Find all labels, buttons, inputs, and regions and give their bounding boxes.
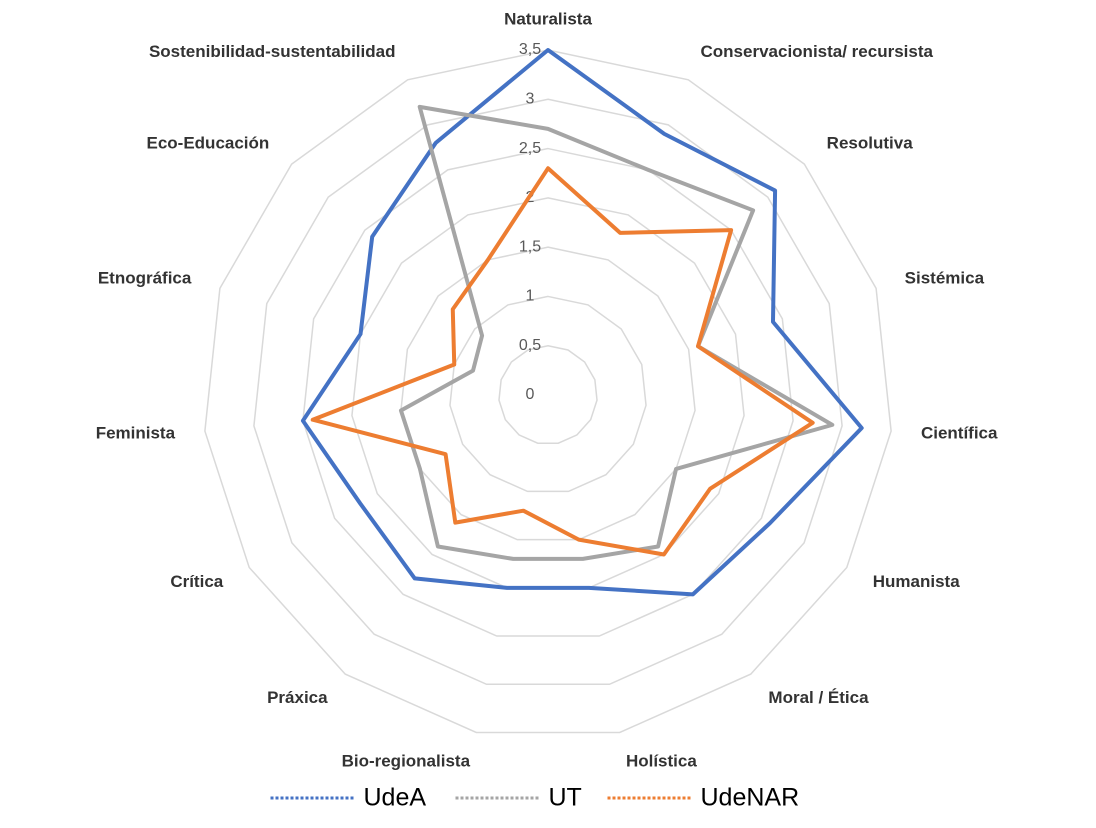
grid-ring — [449, 295, 647, 493]
category-label: Crítica — [170, 572, 223, 591]
grid-ring — [351, 197, 745, 589]
category-label: Sistémica — [905, 269, 985, 288]
grid-ring — [253, 98, 843, 686]
tick-label: 0,5 — [519, 337, 541, 354]
grid-ring — [302, 147, 794, 637]
category-label: Feminista — [96, 424, 176, 443]
category-label: Resolutiva — [827, 134, 914, 153]
category-label: Científica — [921, 424, 998, 443]
radial-tick-labels: 00,511,522,533,5 — [519, 41, 541, 403]
category-label: Holística — [626, 751, 697, 770]
category-label: Etnográfica — [98, 269, 192, 288]
series-line-ut — [398, 104, 835, 561]
category-label: Naturalista — [504, 9, 592, 28]
grid-ring — [400, 246, 696, 541]
tick-label: 2,5 — [519, 140, 541, 157]
tick-label: 1,5 — [519, 238, 541, 255]
tick-label: 3,5 — [519, 41, 541, 58]
legend: UdeA UT UdeNAR — [270, 784, 800, 812]
category-label: Humanista — [873, 572, 960, 591]
category-label: Moral / Ética — [768, 688, 869, 707]
grid-ring — [204, 49, 892, 734]
category-label: Conservacionista/ recursista — [701, 42, 934, 61]
radar-grid — [204, 49, 892, 734]
legend-label-ut: UT — [549, 784, 582, 812]
tick-label: 1 — [526, 288, 535, 305]
category-label: Práxica — [267, 688, 328, 707]
grid-ring — [498, 344, 598, 444]
legend-label-udea: UdeA — [364, 784, 427, 812]
tick-label: 3 — [526, 91, 535, 108]
series-lines — [300, 48, 864, 597]
category-label: Eco-Educación — [147, 134, 270, 153]
tick-label: 0 — [526, 386, 535, 403]
series-line-udea — [300, 48, 864, 597]
legend-label-udenar: UdeNAR — [701, 784, 800, 812]
category-label: Sostenibilidad-sustentabilidad — [149, 42, 396, 61]
category-label: Bio-regionalista — [342, 751, 471, 770]
category-labels: Naturalista Conservacionista/ recursista R… — [96, 9, 998, 770]
series-line-udenar — [310, 166, 815, 557]
